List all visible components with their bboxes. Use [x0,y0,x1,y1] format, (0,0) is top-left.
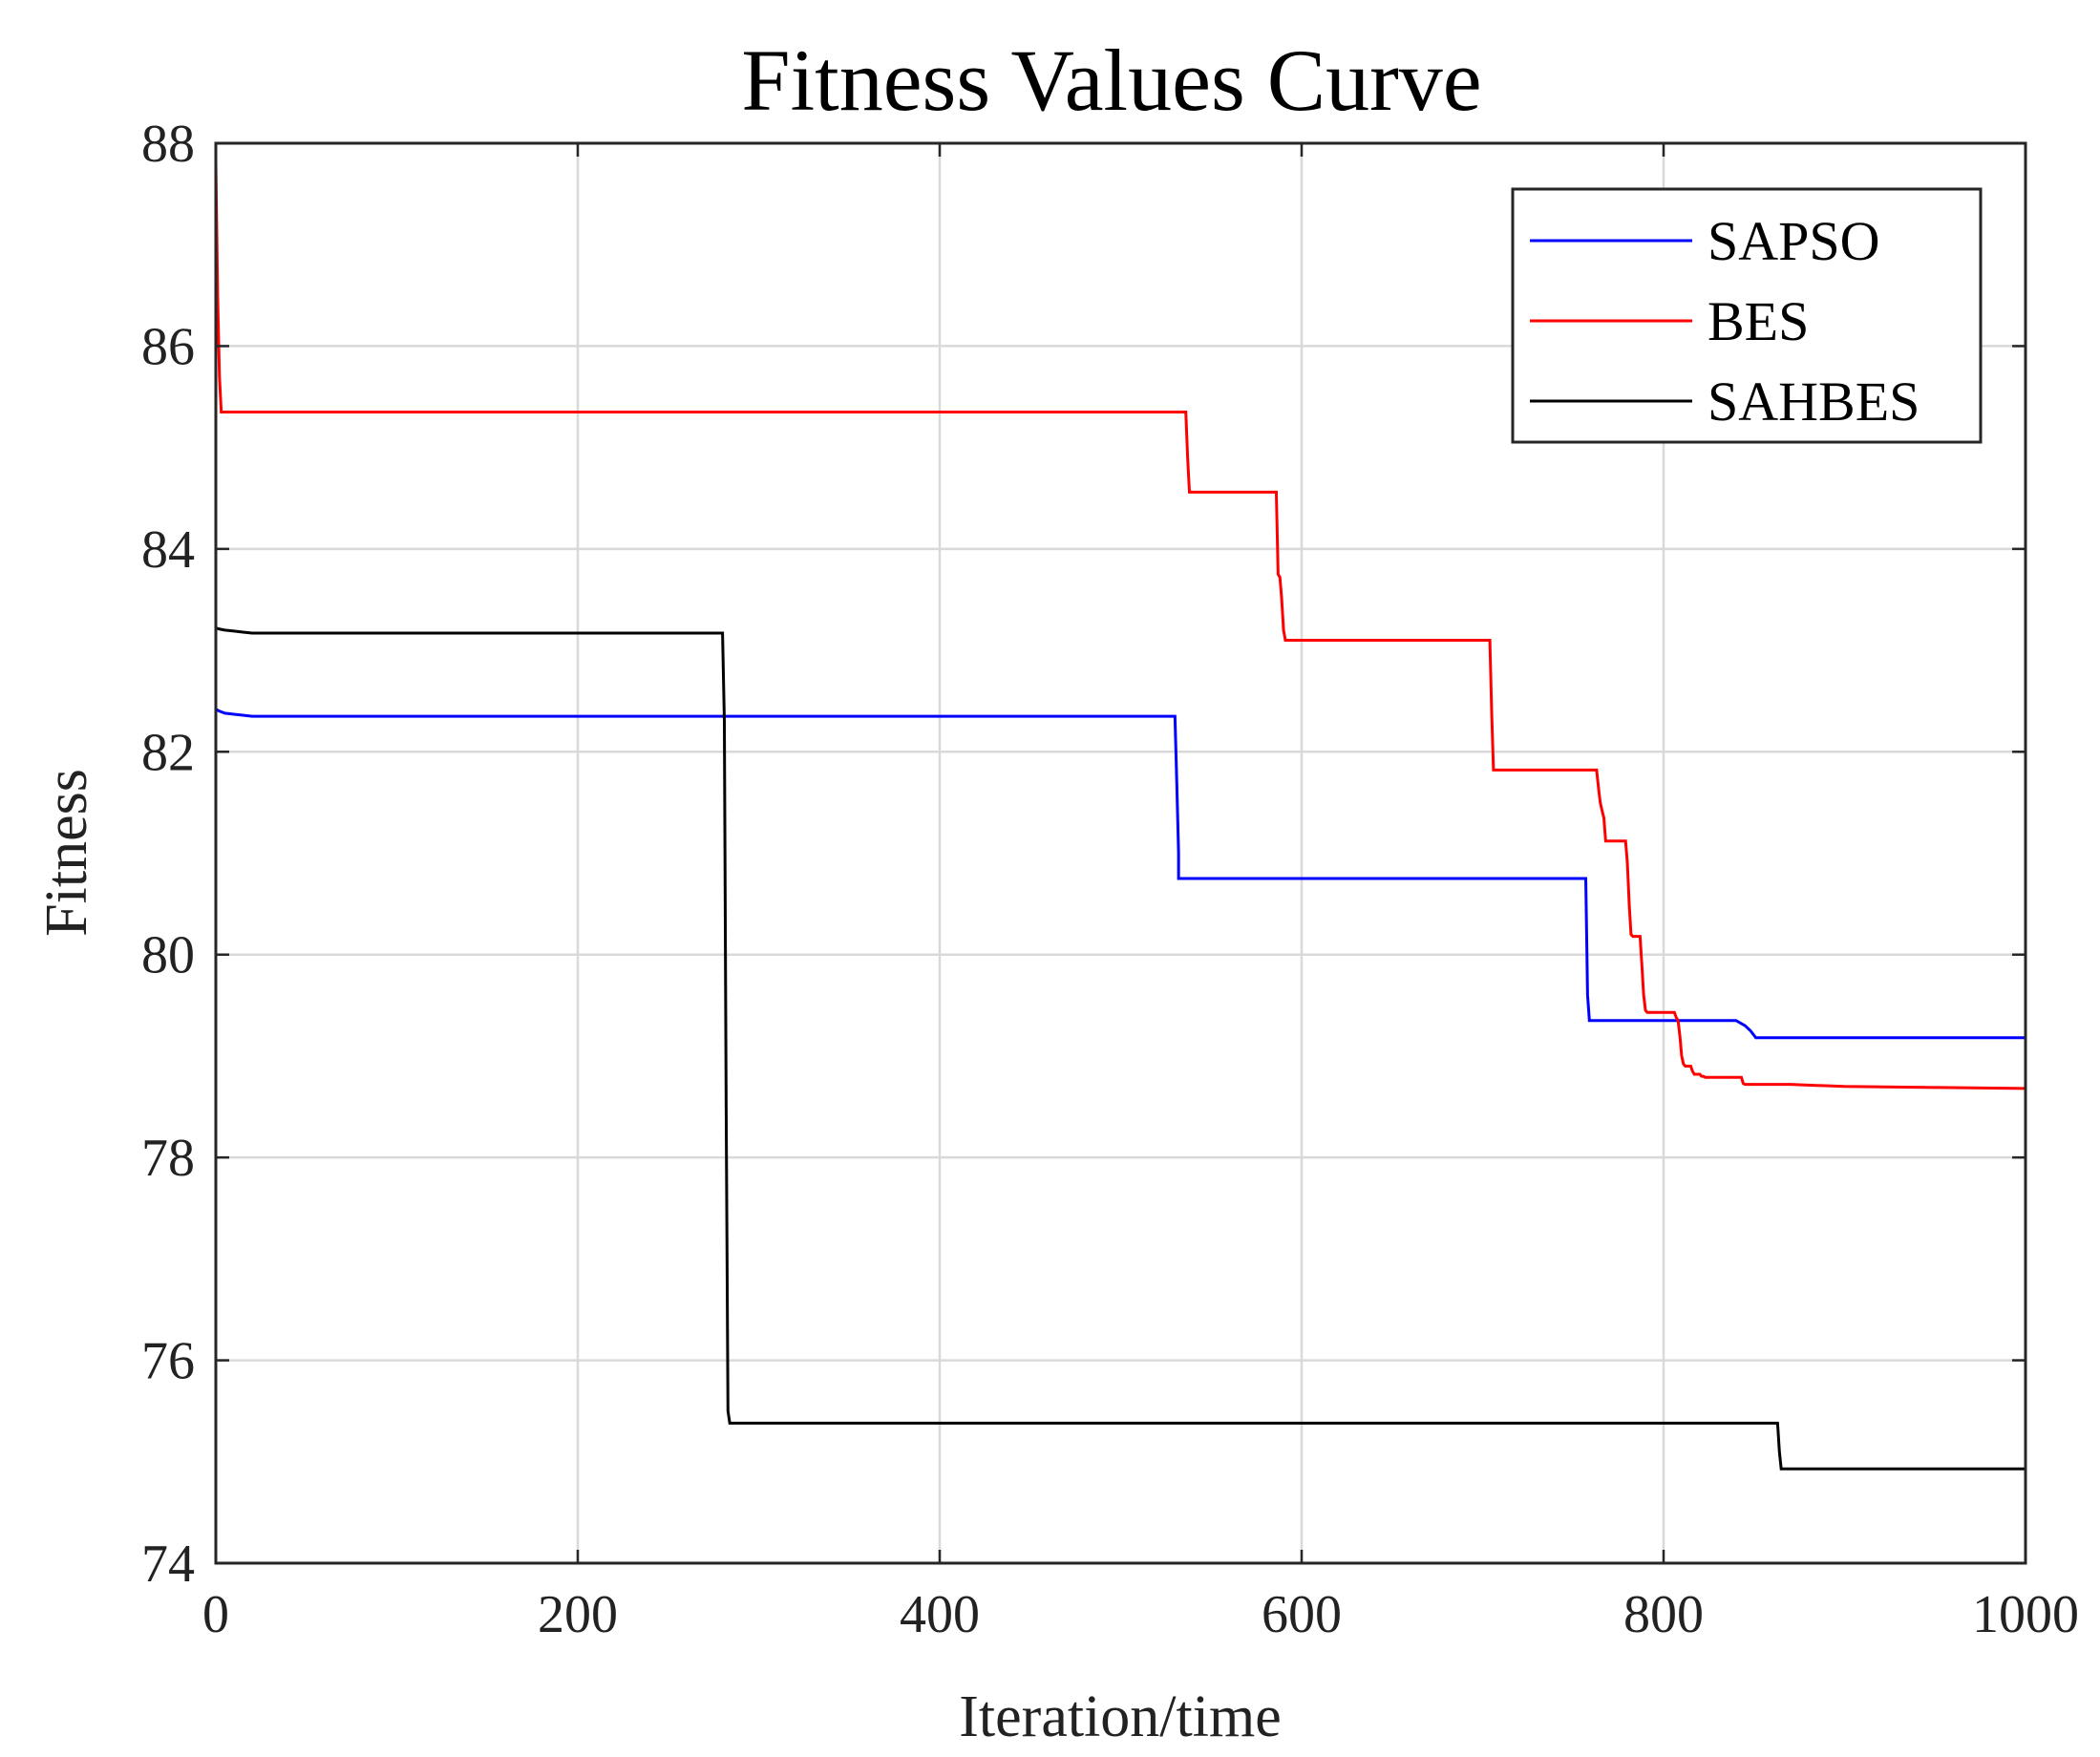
series-line-bes [214,163,2026,1090]
x-axis-tick-labels: 0 200 400 600 800 1000 [202,1585,2079,1644]
x-tick-label: 600 [1262,1585,1342,1644]
y-tick-label: 78 [141,1129,195,1188]
legend-label-sahbes: SAHBES [1708,370,1920,433]
y-tick-label: 76 [141,1332,195,1391]
legend-entries: SAPSO BES SAHBES [1530,210,1920,433]
x-tick-label: 800 [1623,1585,1704,1644]
y-tick-label: 84 [141,520,195,580]
x-axis-label: Iteration/time [959,1684,1281,1749]
legend-label-sapso: SAPSO [1708,210,1880,272]
series-lines [214,163,2026,1471]
x-tick-label: 1000 [1972,1585,2079,1644]
series-line-sapso [215,708,2026,1040]
chart-title: Fitness Values Curve [741,32,1481,129]
y-tick-label: 88 [141,115,195,174]
y-tick-label: 86 [141,317,195,376]
y-axis-tick-labels: 74 76 78 80 82 84 86 88 [141,115,195,1594]
y-tick-label: 82 [141,723,195,782]
y-tick-label: 74 [141,1535,195,1594]
axes-frame [214,141,2027,1565]
grid-lines [216,143,2026,1563]
tick-marks [214,141,2027,1565]
y-tick-label: 80 [141,926,195,985]
x-tick-label: 0 [202,1585,229,1644]
series-line-sahbes [215,626,2026,1471]
legend-label-bes: BES [1708,290,1809,352]
x-tick-label: 200 [538,1585,618,1644]
legend: SAPSO BES SAHBES [1511,187,1983,444]
x-tick-label: 400 [900,1585,980,1644]
y-axis-label: Fitness [34,769,99,937]
